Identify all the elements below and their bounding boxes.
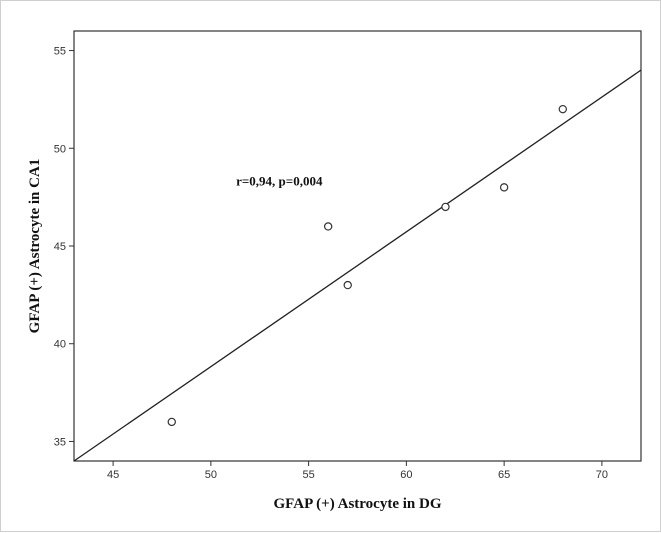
x-tick-label: 65 [498,469,510,481]
x-tick-label: 60 [400,469,412,481]
fit-line [73,69,642,462]
data-point [441,202,450,212]
plot-area [73,30,642,462]
y-tick-label: 35 [54,436,66,448]
data-point [323,222,333,231]
x-axis-title: GFAP (+) Astrocyte in DG [274,496,442,512]
data-point [167,417,176,427]
x-tick-label: 70 [596,469,608,481]
y-axis-ticks: 35 40 45 50 55 [54,46,74,448]
data-point [499,183,509,192]
y-tick-label: 45 [54,241,66,253]
data-points [167,104,567,427]
x-tick-label: 55 [302,469,314,481]
y-tick-label: 55 [54,46,66,58]
annotation-layer: r=0,94, p=0,004 [236,173,323,188]
correlation-annotation: r=0,94, p=0,004 [236,173,323,188]
x-axis-ticks: 45 50 55 60 65 70 [107,461,608,481]
y-tick-label: 40 [54,339,66,351]
y-tick-label: 50 [54,143,66,155]
y-axis-title: GFAP (+) Astrocyte in CA1 [27,159,43,334]
x-tick-label: 50 [205,469,217,481]
data-point [343,280,352,290]
data-point [558,104,567,114]
x-tick-label: 45 [107,469,119,481]
fit-line-layer [73,69,642,462]
